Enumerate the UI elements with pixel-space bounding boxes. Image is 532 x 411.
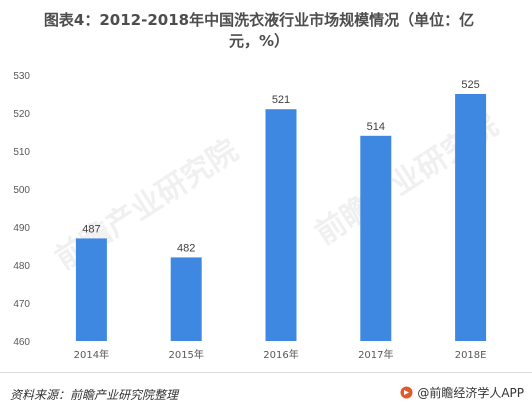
value-label: 521 [272, 94, 290, 106]
x-tick-label: 2016年 [263, 348, 298, 361]
y-tick-label: 500 [13, 185, 30, 196]
x-tick-label: 2014年 [74, 348, 109, 361]
value-label: 487 [82, 223, 100, 235]
y-tick-label: 520 [13, 109, 30, 120]
brand-logo-icon [400, 386, 413, 399]
x-tick-label: 2015年 [168, 348, 203, 361]
y-tick-label: 530 [13, 71, 30, 82]
y-tick-label: 490 [13, 223, 30, 234]
value-labels: 487 482 521 514 525 [82, 79, 480, 254]
y-tick-label: 510 [13, 147, 30, 158]
y-tick-label: 480 [13, 261, 30, 272]
chart-title-line-2: 元，%） [228, 32, 290, 50]
bar-4 [455, 94, 487, 341]
value-label: 514 [367, 121, 385, 133]
bar-chart: 460 470 480 490 500 510 520 530 487 482 521 514 525… [13, 71, 487, 361]
bar-0 [75, 238, 107, 341]
footer: 资料来源：前瞻产业研究院整理 @前瞻经济学人APP [0, 372, 532, 411]
y-tick-label: 470 [13, 299, 30, 310]
bar-1 [170, 257, 202, 341]
footer-divider [0, 372, 532, 373]
x-tick-label: 2018E [455, 350, 487, 361]
x-axis: 2014年 2015年 2016年 2017年 2018E [74, 348, 487, 361]
source-note: 资料来源：前瞻产业研究院整理 [10, 388, 179, 402]
y-axis: 460 470 480 490 500 510 520 530 [13, 71, 30, 348]
y-tick-label: 460 [13, 337, 30, 348]
value-label: 482 [177, 242, 195, 254]
bars [75, 94, 487, 341]
bar-2 [265, 109, 297, 341]
x-tick-label: 2017年 [358, 348, 393, 361]
chart-title: 图表4：2012-2018年中国洗衣液行业市场规模情况（单位：亿 元，%） [14, 10, 504, 52]
chart-title-line-1: 图表4：2012-2018年中国洗衣液行业市场规模情况（单位：亿 [43, 11, 475, 29]
brand: @前瞻经济学人APP [400, 384, 524, 401]
brand-label: @前瞻经济学人APP [417, 386, 524, 400]
value-label: 525 [461, 79, 479, 91]
bar-3 [360, 135, 392, 341]
